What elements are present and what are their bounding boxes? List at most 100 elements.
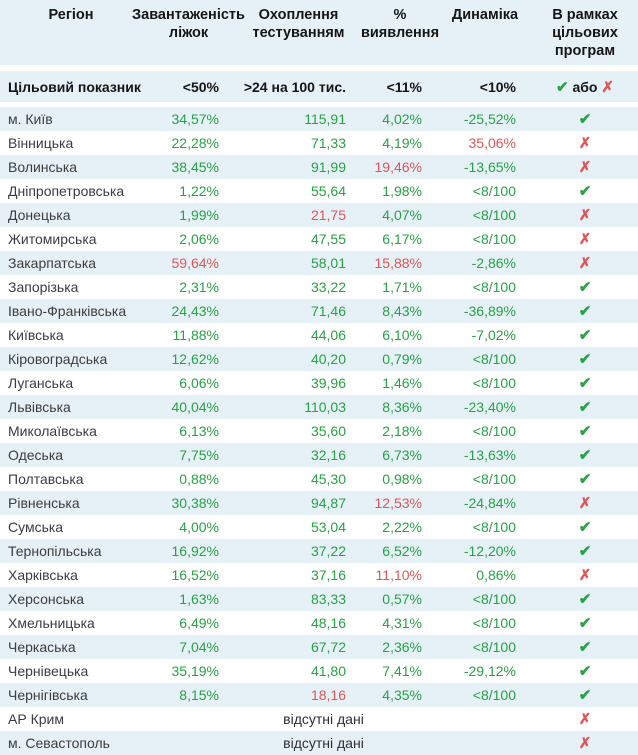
region-row: Вінницька 22,28% 71,33 4,19% 35,06% ✗ xyxy=(0,131,638,155)
dynamics-value: -23,40% xyxy=(463,399,516,415)
testing-value: 55,64 xyxy=(310,183,346,199)
cross-icon: ✗ xyxy=(578,231,592,248)
region-row: Закарпатська 59,64% 58,01 15,88% -2,86% ✗ xyxy=(0,251,638,275)
check-icon: ✔ xyxy=(578,615,592,632)
testing-value: 32,16 xyxy=(310,447,346,463)
program-cell: ✔ xyxy=(532,635,638,659)
region-name: Кіровоградська xyxy=(8,351,108,367)
detection-value: 0,79% xyxy=(382,351,422,367)
dynamics-value: <8/100 xyxy=(472,615,516,631)
check-icon: ✔ xyxy=(578,591,592,608)
program-cell: ✔ xyxy=(532,275,638,299)
beds-value: 34,57% xyxy=(171,111,219,127)
region-name: Івано-Франківська xyxy=(8,303,127,319)
check-icon: ✔ xyxy=(578,543,592,560)
region-name: Львівська xyxy=(8,399,71,415)
check-icon: ✔ xyxy=(578,519,592,536)
region-name: Хмельницька xyxy=(8,615,95,631)
program-cell: ✔ xyxy=(532,611,638,635)
region-row: Житомирська 2,06% 47,55 6,17% <8/100 ✗ xyxy=(0,227,638,251)
table-body: м. Київ 34,57% 115,91 4,02% -25,52% ✔ Вінницьк… xyxy=(0,107,638,755)
program-cell: ✔ xyxy=(532,323,638,347)
check-icon: ✔ xyxy=(578,399,592,416)
region-row: м. Севастополь відсутні дані ✗ xyxy=(0,731,638,755)
target-dynamics-value: <10% xyxy=(438,71,532,102)
region-row: Волинська 38,45% 91,99 19,46% -13,65% ✗ xyxy=(0,155,638,179)
spacer-row xyxy=(0,102,638,107)
dynamics-value: <8/100 xyxy=(472,687,516,703)
check-icon: ✔ xyxy=(578,663,592,680)
detection-value: 7,41% xyxy=(382,663,422,679)
program-cell: ✔ xyxy=(532,347,638,371)
region-row: Полтавська 0,88% 45,30 0,98% <8/100 ✔ xyxy=(0,467,638,491)
detection-value: 8,36% xyxy=(382,399,422,415)
region-name: Чернігівська xyxy=(8,687,88,703)
detection-value: 4,35% xyxy=(382,687,422,703)
testing-value: 48,16 xyxy=(310,615,346,631)
region-row: Дніпропетровська 1,22% 55,64 1,98% <8/100 ✔ xyxy=(0,179,638,203)
dynamics-value: -13,63% xyxy=(463,447,516,463)
dynamics-value: <8/100 xyxy=(472,207,516,223)
region-name: Херсонська xyxy=(8,591,85,607)
cross-icon: ✗ xyxy=(578,495,592,512)
no-data-cell: відсутні дані xyxy=(283,711,364,727)
beds-value: 0,88% xyxy=(179,471,219,487)
detection-value: 12,53% xyxy=(374,495,422,511)
program-cell: ✔ xyxy=(532,395,638,419)
region-row: Івано-Франківська 24,43% 71,46 8,43% -36,89%… xyxy=(0,299,638,323)
program-cell: ✔ xyxy=(532,515,638,539)
region-name: Черкаська xyxy=(8,639,76,655)
check-icon: ✔ xyxy=(578,351,592,368)
dynamics-value: <8/100 xyxy=(472,231,516,247)
region-row: Херсонська 1,63% 83,33 0,57% <8/100 ✔ xyxy=(0,587,638,611)
check-icon: ✔ xyxy=(578,639,592,656)
beds-value: 1,63% xyxy=(179,591,219,607)
detection-value: 4,31% xyxy=(382,615,422,631)
region-row: Сумська 4,00% 53,04 2,22% <8/100 ✔ xyxy=(0,515,638,539)
col-header-program-label: В рамках цільових програм xyxy=(552,7,618,59)
program-cell: ✗ xyxy=(532,251,638,275)
dynamics-value: 35,06% xyxy=(468,135,516,151)
testing-value: 37,16 xyxy=(310,567,346,583)
region-name: Тернопільська xyxy=(8,543,102,559)
region-row: Кіровоградська 12,62% 40,20 0,79% <8/100 ✔ xyxy=(0,347,638,371)
col-header-beds-label: Завантаженість ліжок xyxy=(132,7,245,41)
check-icon: ✔ xyxy=(578,327,592,344)
testing-value: 110,03 xyxy=(304,399,346,415)
target-row: Цільовий показник <50% >24 на 100 тис. <… xyxy=(0,71,638,102)
detection-value: 4,07% xyxy=(382,207,422,223)
spacer xyxy=(0,65,638,71)
region-row: Луганська 6,06% 39,96 1,46% <8/100 ✔ xyxy=(0,371,638,395)
beds-value: 35,19% xyxy=(171,663,219,679)
target-detection-value: <11% xyxy=(362,71,438,102)
detection-value: 2,36% xyxy=(382,639,422,655)
testing-value: 40,20 xyxy=(310,351,346,367)
detection-value: 1,71% xyxy=(382,279,422,295)
program-cell: ✗ xyxy=(532,155,638,179)
region-name: Вінницька xyxy=(8,135,74,151)
region-name: Дніпропетровська xyxy=(8,183,125,199)
target-row-label: Цільовий показник xyxy=(0,71,142,102)
col-header-program: В рамках цільових програм xyxy=(532,0,638,65)
region-name: м. Київ xyxy=(8,111,53,127)
col-header-testing-label: Охоплення тестуванням xyxy=(252,7,345,41)
detection-value: 4,02% xyxy=(382,111,422,127)
detection-value: 4,19% xyxy=(382,135,422,151)
detection-value: 6,17% xyxy=(382,231,422,247)
beds-value: 7,04% xyxy=(179,639,219,655)
region-name: АР Крим xyxy=(8,711,64,727)
dynamics-value: <8/100 xyxy=(472,639,516,655)
check-icon: ✔ xyxy=(578,303,592,320)
beds-value: 6,49% xyxy=(179,615,219,631)
program-cell: ✗ xyxy=(532,707,638,731)
target-beds-value: <50% xyxy=(142,71,235,102)
beds-value: 11,88% xyxy=(172,327,219,343)
program-cell: ✗ xyxy=(532,491,638,515)
region-name: Харківська xyxy=(8,567,78,583)
region-row: Одеська 7,75% 32,16 6,73% -13,63% ✔ xyxy=(0,443,638,467)
program-cell: ✔ xyxy=(532,587,638,611)
program-cell: ✗ xyxy=(532,203,638,227)
program-cell: ✔ xyxy=(532,107,638,131)
beds-value: 4,00% xyxy=(179,519,219,535)
